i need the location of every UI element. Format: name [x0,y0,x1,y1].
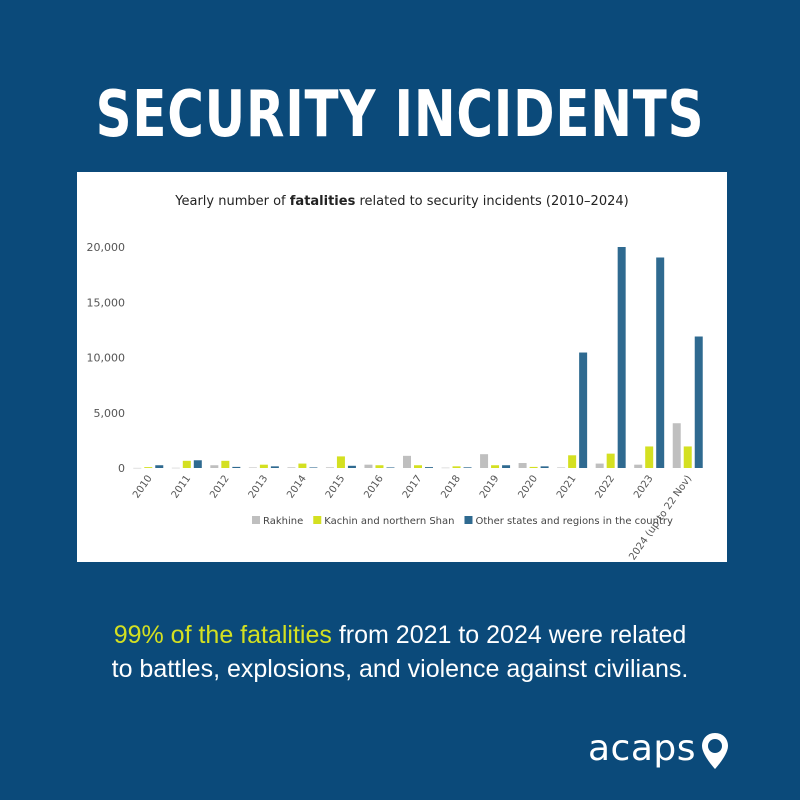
bar [579,352,588,468]
logo-word: acaps [588,727,697,769]
x-tick-label: 2015 [324,473,348,500]
bar [540,466,549,468]
bar [248,467,257,468]
bar [480,454,489,468]
y-tick-label: 5,000 [94,407,126,420]
bar [193,460,202,468]
bar [270,466,279,468]
headline: SECURITY INCIDENTS [95,78,705,152]
legend-label: Kachin and northern Shan [324,516,454,527]
bar [414,465,422,468]
bar [347,465,356,468]
bar [171,467,180,469]
bar [683,446,692,468]
legend-swatch [252,516,260,524]
bar [221,460,230,468]
chart-card: Yearly number of fatalities related to s… [77,172,727,562]
footer-highlight: 99% of the fatalities [113,621,332,649]
x-tick-label: 2010 [131,473,155,500]
legend-swatch [464,516,473,524]
bar [133,467,142,469]
x-tick-label: 2012 [208,473,232,500]
y-tick-label: 15,000 [87,296,126,309]
bar [529,466,538,468]
bar [656,257,665,468]
bar [491,465,500,468]
bar [309,467,318,468]
chart-title: Yearly number of fatalities related to s… [77,194,727,209]
x-tick-label: 2011 [170,473,194,500]
chart-title-before: Yearly number of [175,194,290,209]
bar [634,464,643,468]
bar [375,465,384,468]
legend-label: Rakhine [263,516,303,527]
bar [518,463,527,468]
x-tick-label: 2013 [247,473,271,500]
bar [287,467,296,468]
y-tick-label: 10,000 [87,352,126,365]
bar [568,455,577,468]
footer-text: 99% of the fatalities from 2021 to 2024 … [40,618,760,686]
bar [298,463,307,468]
x-tick-label: 2022 [594,473,618,500]
bar [595,463,604,468]
bar [463,467,472,468]
bar [232,466,241,468]
x-tick-label: 2018 [439,473,463,500]
x-tick-label: 2014 [285,473,309,500]
y-tick-label: 0 [118,462,125,475]
bar [502,465,511,468]
acaps-logo: acaps [588,727,730,769]
x-tick-label: 2021 [555,473,579,500]
footer-line2: to battles, explosions, and violence aga… [111,655,689,683]
bar [694,336,703,468]
map-pin-icon [702,733,729,769]
bar [144,467,153,468]
bar [617,247,626,468]
legend-label: Other states and regions in the country [475,516,673,527]
bar [364,464,373,468]
bar [155,465,164,468]
bar [403,455,411,468]
bar [452,466,461,468]
legend-swatch [313,516,322,524]
bar [441,467,450,469]
y-tick-label: 20,000 [87,241,126,254]
footer-line1-rest: from 2021 to 2024 were related [331,621,687,649]
chart-title-after: related to security incidents (2010–2024… [355,194,629,209]
bar [259,464,268,468]
x-tick-label: 2016 [362,473,386,500]
bar-chart: 0 5,000 10,000 15,000 20,000 2010 2011 2012 2013… [87,241,703,562]
bar [182,460,191,468]
chart-title-bold: fatalities [289,194,356,209]
x-tick-label: 2019 [478,473,502,500]
bar [425,467,433,468]
bar [645,446,654,468]
bar [210,465,219,468]
x-tick-label: 2020 [516,473,540,500]
bar [336,456,345,468]
bar [325,467,334,468]
x-tick-label: 2017 [401,473,425,500]
x-tick-label: 2023 [632,473,656,500]
bar [672,423,681,468]
bar [386,467,395,468]
bar [606,453,615,468]
bar [557,467,566,468]
